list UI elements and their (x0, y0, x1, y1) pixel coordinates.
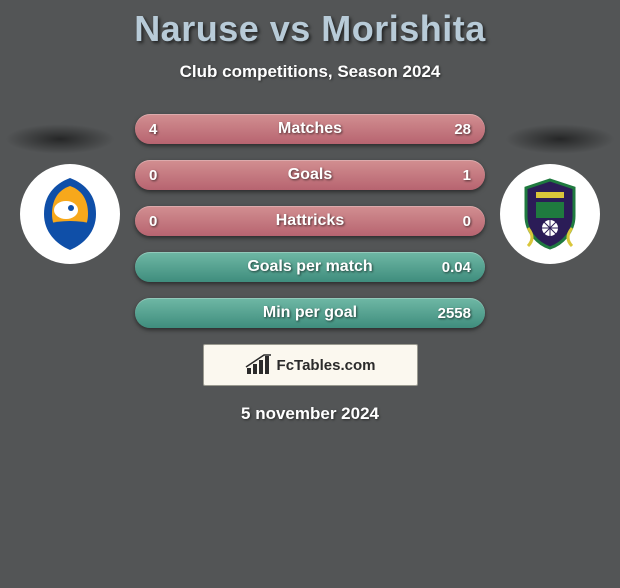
stat-row-goals: 0 Goals 1 (135, 160, 485, 190)
team-badge-right (500, 164, 600, 264)
stat-row-min-per-goal: Min per goal 2558 (135, 298, 485, 328)
footer-brand-box[interactable]: FcTables.com (203, 344, 418, 386)
stat-left-value: 4 (149, 114, 157, 144)
stat-label: Goals per match (247, 258, 372, 276)
stat-right-value: 0 (463, 206, 471, 236)
stat-left-value: 0 (149, 206, 157, 236)
stat-right-value: 1 (463, 160, 471, 190)
stat-rows: 4 Matches 28 0 Goals 1 0 Hattricks 0 Goa… (135, 106, 485, 328)
stat-row-matches: 4 Matches 28 (135, 114, 485, 144)
stat-right-value: 0.04 (442, 252, 471, 282)
subtitle: Club competitions, Season 2024 (0, 62, 620, 82)
footer-brand-text: FcTables.com (277, 357, 376, 374)
stat-row-goals-per-match: Goals per match 0.04 (135, 252, 485, 282)
footer-date: 5 november 2024 (0, 404, 620, 424)
bar-chart-icon (245, 354, 273, 376)
stat-right-value: 28 (454, 114, 471, 144)
stat-label: Matches (278, 120, 342, 138)
stat-right-value: 2558 (438, 298, 471, 328)
comparison-panel: 4 Matches 28 0 Goals 1 0 Hattricks 0 Goa… (0, 106, 620, 328)
ehime-crest-icon (506, 170, 594, 258)
shadow-left (5, 124, 115, 154)
stat-label: Hattricks (276, 212, 344, 230)
page-title: Naruse vs Morishita (0, 8, 620, 50)
stat-row-hattricks: 0 Hattricks 0 (135, 206, 485, 236)
stat-label: Min per goal (263, 304, 357, 322)
vvaren-crest-icon (26, 170, 114, 258)
stat-left-value: 0 (149, 160, 157, 190)
shadow-right (505, 124, 615, 154)
stat-label: Goals (288, 166, 332, 184)
team-badge-left (20, 164, 120, 264)
